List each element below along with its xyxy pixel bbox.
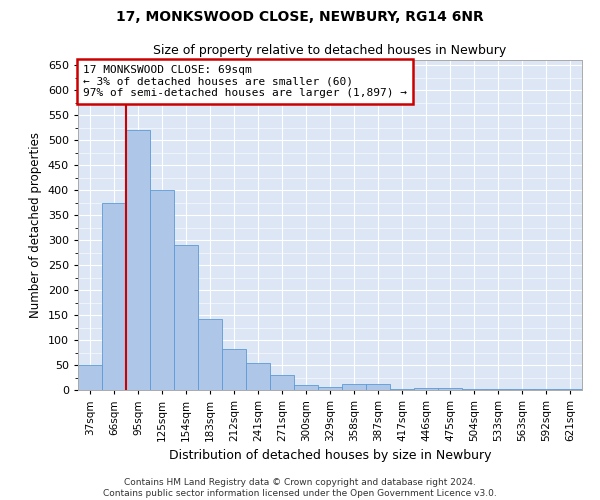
Text: 17 MONKSWOOD CLOSE: 69sqm
← 3% of detached houses are smaller (60)
97% of semi-d: 17 MONKSWOOD CLOSE: 69sqm ← 3% of detach… [83, 65, 407, 98]
Bar [222, 349, 246, 390]
Bar [366, 384, 390, 390]
Bar [78, 365, 102, 390]
Bar [318, 386, 342, 390]
Bar [390, 389, 414, 390]
Bar [270, 375, 294, 390]
Bar [174, 245, 198, 390]
Y-axis label: Number of detached properties: Number of detached properties [29, 132, 42, 318]
Bar [294, 385, 318, 390]
Bar [438, 388, 462, 390]
Bar [126, 130, 150, 390]
Bar [462, 389, 486, 390]
Bar [510, 389, 534, 390]
Bar [198, 318, 222, 390]
Bar [414, 388, 438, 390]
Text: 17, MONKSWOOD CLOSE, NEWBURY, RG14 6NR: 17, MONKSWOOD CLOSE, NEWBURY, RG14 6NR [116, 10, 484, 24]
X-axis label: Distribution of detached houses by size in Newbury: Distribution of detached houses by size … [169, 450, 491, 462]
Bar [342, 384, 366, 390]
Bar [534, 389, 558, 390]
Bar [558, 389, 582, 390]
Title: Size of property relative to detached houses in Newbury: Size of property relative to detached ho… [154, 44, 506, 58]
Bar [486, 389, 510, 390]
Bar [246, 362, 270, 390]
Text: Contains HM Land Registry data © Crown copyright and database right 2024.
Contai: Contains HM Land Registry data © Crown c… [103, 478, 497, 498]
Bar [150, 190, 174, 390]
Bar [102, 202, 126, 390]
